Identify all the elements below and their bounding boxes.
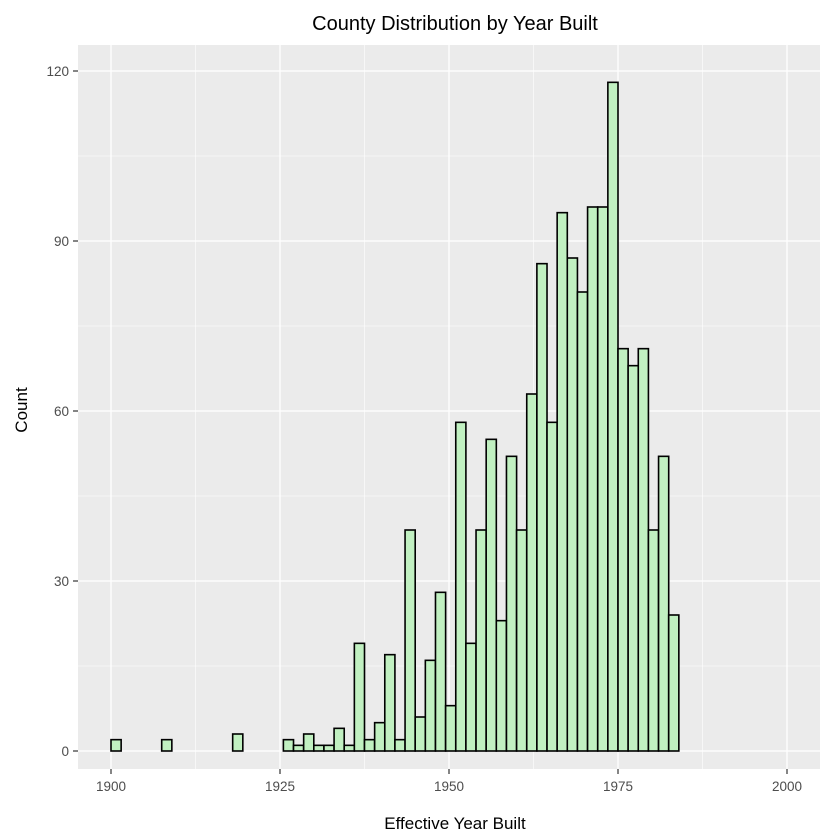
histogram-bar: [323, 744, 335, 752]
histogram-bar: [343, 744, 356, 752]
histogram-bar: [363, 738, 376, 752]
x-tick-label: 1900: [96, 779, 126, 794]
histogram-bar: [404, 529, 416, 752]
y-tick-label: 0: [61, 744, 69, 759]
histogram-bar: [475, 529, 487, 752]
histogram-bar: [333, 727, 346, 752]
x-tick-label: 1925: [265, 779, 295, 794]
histogram-bar: [444, 704, 457, 752]
histogram-bar: [383, 653, 396, 752]
histogram-bar: [515, 529, 528, 752]
histogram-bar: [617, 347, 629, 752]
histogram-bar: [546, 421, 558, 752]
histogram-bar: [566, 257, 579, 752]
chart-title: County Distribution by Year Built: [312, 13, 598, 35]
x-tick-label: 1975: [603, 779, 633, 794]
histogram-bar: [434, 591, 447, 752]
histogram-bar: [302, 733, 315, 752]
histogram-bar: [657, 455, 670, 752]
x-axis: 1900 1925 1950 1975 2000: [96, 769, 802, 794]
y-axis-title: Count: [12, 387, 31, 433]
histogram-bar: [647, 529, 660, 752]
histogram-bar: [667, 614, 680, 752]
histogram-bar: [536, 262, 548, 752]
histogram-bar: [292, 744, 305, 752]
y-tick-label: 90: [54, 234, 69, 249]
x-tick-label: 2000: [772, 779, 802, 794]
histogram-bars: [110, 81, 680, 752]
histogram-bar: [414, 716, 427, 752]
histogram-bar: [556, 211, 569, 752]
x-tick-label: 1950: [434, 779, 464, 794]
histogram-bar: [110, 738, 122, 752]
histogram-bar: [465, 642, 477, 752]
histogram-bar: [627, 364, 640, 752]
histogram-bar: [607, 81, 619, 752]
y-tick-label: 120: [46, 64, 69, 79]
histogram-bar: [586, 206, 599, 752]
histogram-bar: [485, 438, 498, 752]
y-tick-label: 30: [54, 574, 69, 589]
histogram-bar: [424, 659, 437, 752]
histogram-bar: [282, 738, 295, 752]
histogram-bar: [373, 721, 386, 752]
histogram-bar: [495, 619, 508, 752]
y-axis: 0 30 60 90 120: [46, 64, 78, 759]
histogram-bar: [576, 291, 589, 752]
histogram-bar: [596, 206, 609, 752]
x-axis-title: Effective Year Built: [384, 814, 526, 833]
histogram-bar: [637, 347, 650, 752]
histogram-bar: [505, 455, 518, 752]
histogram-bar: [394, 738, 406, 752]
y-tick-label: 60: [54, 404, 69, 419]
histogram-bar: [312, 744, 325, 752]
histogram-bar: [454, 421, 467, 752]
histogram-bar: [231, 733, 244, 752]
histogram-bar: [160, 738, 173, 752]
histogram-bar: [525, 393, 538, 752]
histogram-bar: [353, 642, 366, 752]
